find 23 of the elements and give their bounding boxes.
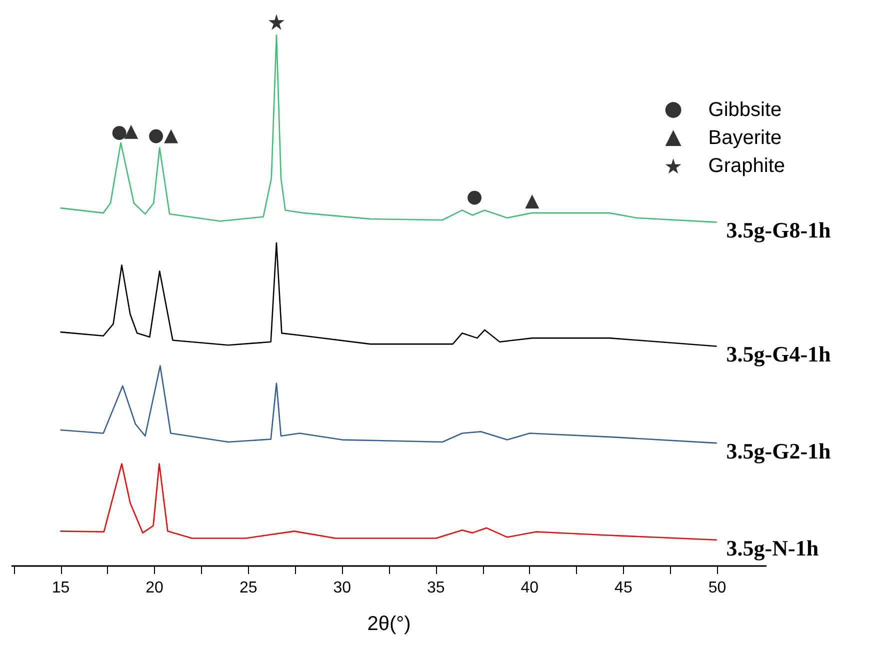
x-tick-label: 40 <box>520 580 539 596</box>
point <box>124 124 138 139</box>
x-tick-label: 45 <box>614 580 632 596</box>
series-label: 3.5g-N-1h <box>726 535 819 560</box>
series-label: 3.5g-G4-1h <box>726 342 831 367</box>
point <box>164 129 178 144</box>
point <box>112 126 126 140</box>
x-tick-label: 15 <box>52 580 70 596</box>
point <box>149 129 164 144</box>
point <box>525 194 540 209</box>
series-label: 3.5g-G2-1h <box>726 438 831 464</box>
legend-label: Gibbsite <box>708 99 782 121</box>
legend-label: Bayerite <box>708 127 782 149</box>
point <box>468 190 482 205</box>
x-axis-title: 2θ(°) <box>367 613 411 635</box>
x-tick-label: 35 <box>426 580 445 596</box>
x-tick-label: 50 <box>708 580 726 596</box>
legend-label: Graphite <box>708 155 786 177</box>
series-label: 3.5g-G8-1h <box>726 218 831 243</box>
point <box>268 14 284 30</box>
x-tick-label: 30 <box>333 580 352 596</box>
x-tick-label: 20 <box>146 580 164 596</box>
x-tick-label: 25 <box>239 580 258 596</box>
